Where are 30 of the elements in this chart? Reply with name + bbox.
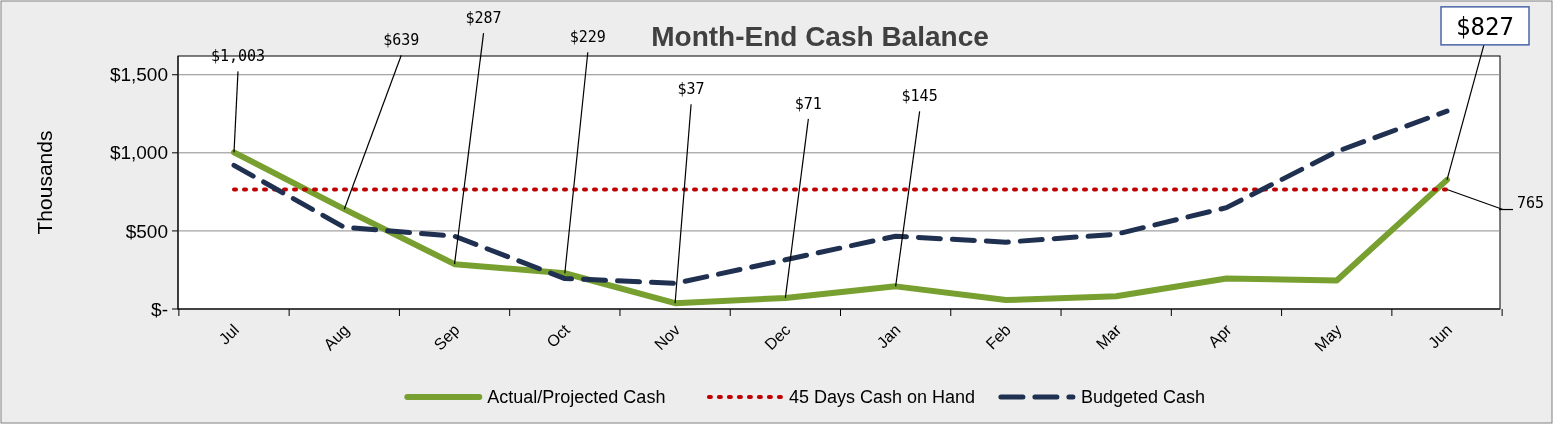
x-tick-label: Jun bbox=[1424, 321, 1456, 352]
y-tick-label: $1,500 bbox=[109, 64, 168, 86]
legend-label: Actual/Projected Cash bbox=[487, 387, 666, 407]
y-tick-label: $500 bbox=[125, 220, 168, 242]
data-label: $145 bbox=[901, 87, 938, 106]
data-label: 765 bbox=[1517, 193, 1545, 212]
x-tick-label: Mar bbox=[1092, 320, 1125, 353]
x-tick-label: Apr bbox=[1204, 320, 1236, 351]
y-axis-title: Thousands bbox=[33, 130, 56, 235]
data-label: $71 bbox=[794, 94, 822, 113]
chart-title: Month-End Cash Balance bbox=[651, 21, 989, 52]
data-label: $37 bbox=[677, 80, 705, 99]
data-label: $229 bbox=[569, 28, 606, 47]
x-tick-label: Dec bbox=[761, 321, 794, 354]
data-label: $639 bbox=[383, 31, 420, 50]
data-label: $827 bbox=[1456, 12, 1514, 41]
y-tick-label: $- bbox=[151, 298, 168, 320]
data-label: $287 bbox=[465, 9, 502, 28]
x-tick-label: Oct bbox=[543, 320, 574, 351]
legend-label: 45 Days Cash on Hand bbox=[788, 387, 976, 407]
x-tick-label: Aug bbox=[320, 321, 353, 354]
y-tick-label: $1,000 bbox=[109, 142, 168, 164]
x-tick-label: Feb bbox=[982, 321, 1015, 353]
x-tick-label: May bbox=[1311, 321, 1345, 355]
x-tick-label: Nov bbox=[651, 321, 684, 354]
x-tick-label: Jan bbox=[873, 321, 904, 352]
legend-label: Budgeted Cash bbox=[1080, 387, 1205, 407]
data-label: $1,003 bbox=[210, 47, 266, 66]
x-tick-label: Jul bbox=[215, 321, 243, 348]
x-tick-label: Sep bbox=[430, 321, 463, 354]
